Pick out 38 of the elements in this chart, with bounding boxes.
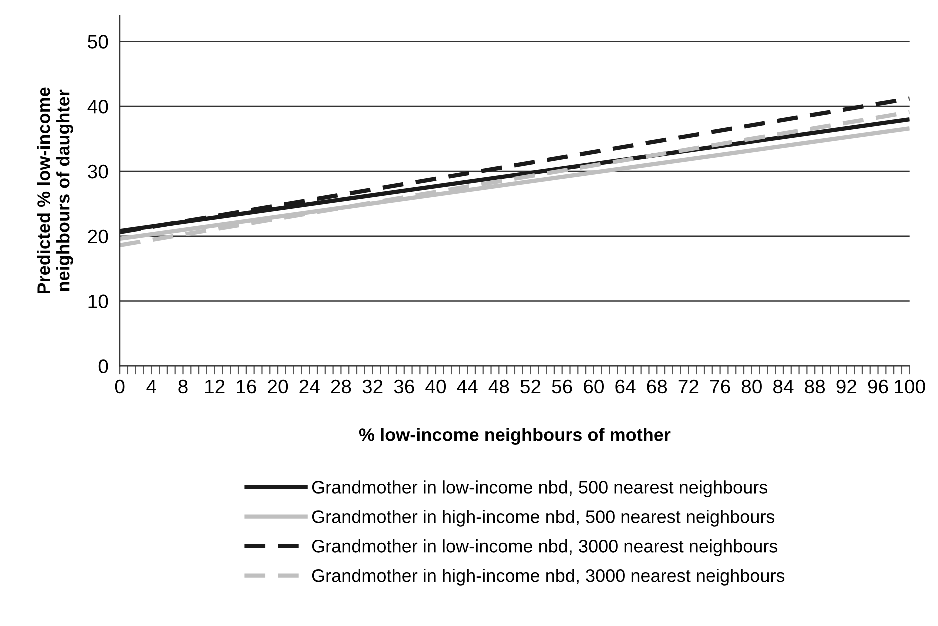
x-tick-label: 56 <box>552 380 572 394</box>
legend-label: Grandmother in high-income nbd, 3000 nearest neighbours <box>312 569 785 586</box>
x-tick-label: 48 <box>488 380 510 394</box>
x-axis-title: % low-income neighbours of mother <box>359 428 671 445</box>
y-tick-label: 40 <box>88 100 108 114</box>
x-tick-label: 76 <box>710 380 730 394</box>
x-tick-label: 100 <box>895 380 926 394</box>
y-tick-label: 0 <box>98 360 108 374</box>
x-tick-label: 32 <box>362 380 383 394</box>
x-tick-label: 84 <box>774 380 794 394</box>
x-tick-label: 72 <box>678 380 699 394</box>
y-tick-label: 10 <box>88 294 108 309</box>
legend-label: Grandmother in low-income nbd, 500 nearest neighbours <box>312 480 768 498</box>
y-tick-label: 30 <box>88 164 108 179</box>
x-tick-label: 52 <box>520 380 541 394</box>
x-tick-label: 36 <box>394 380 414 394</box>
legend-label: Grandmother in high-income nbd, 500 nearest neighbours <box>312 510 775 527</box>
x-tick-label: 12 <box>206 380 225 394</box>
x-tick-label: 60 <box>584 380 604 394</box>
legend-label: Grandmother in low-income nbd, 3000 nearest neighbours <box>312 540 778 556</box>
x-tick-label: 20 <box>268 380 288 394</box>
y-tick-label: 50 <box>88 35 108 49</box>
x-tick-label: 8 <box>178 380 188 394</box>
x-tick-label: 16 <box>237 380 256 394</box>
x-tick-label: 0 <box>115 380 125 394</box>
y-axis-title: Predicted % low-income neighbours of daughter <box>37 88 74 294</box>
y-tick-label: 20 <box>88 230 108 244</box>
x-tick-label: 64 <box>616 380 636 394</box>
x-tick-label: 80 <box>742 380 762 394</box>
x-tick-label: 28 <box>331 380 352 394</box>
x-tick-label: 44 <box>457 380 478 394</box>
x-tick-label: 24 <box>300 380 320 394</box>
x-tick-label: 96 <box>868 380 888 394</box>
x-tick-label: 40 <box>426 380 446 394</box>
x-tick-label: 68 <box>647 380 668 394</box>
x-tick-label: 92 <box>836 380 857 394</box>
x-tick-label: 4 <box>146 380 156 394</box>
x-tick-label: 88 <box>805 380 826 394</box>
